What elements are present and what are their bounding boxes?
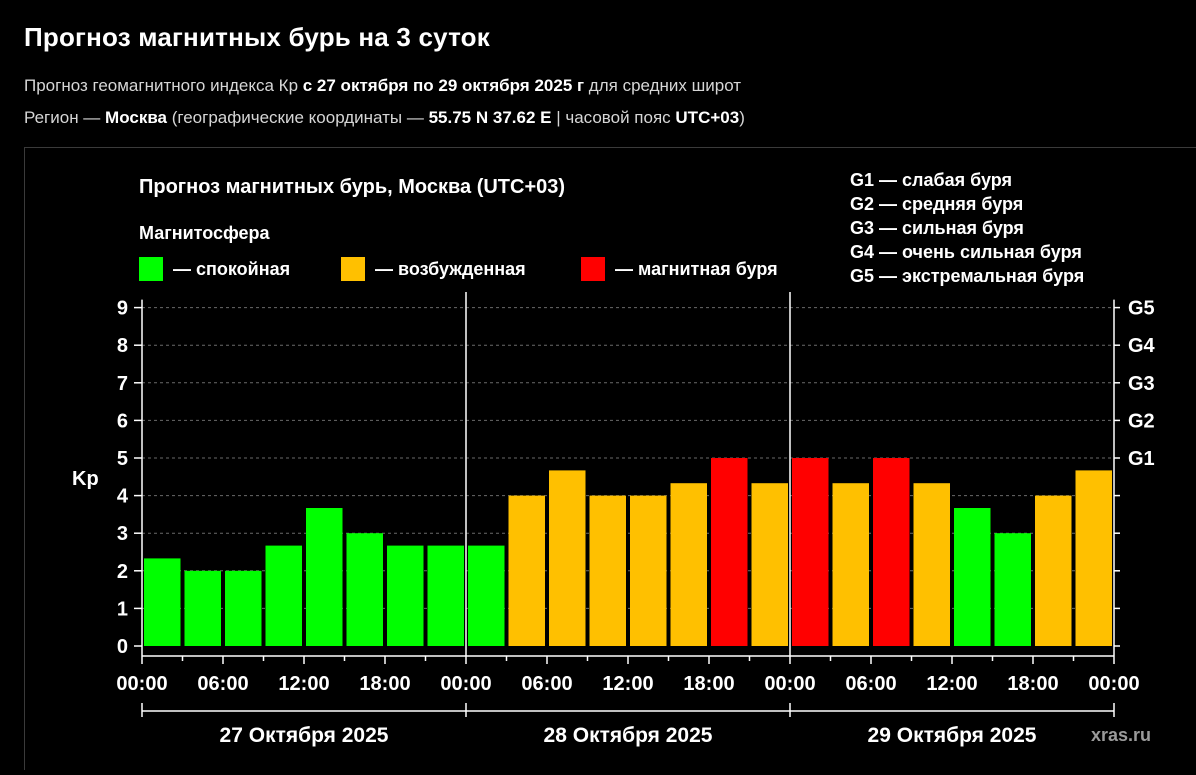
y-tick-label-9: 9 <box>117 298 128 320</box>
bar-4 <box>265 545 302 646</box>
day-label-2: 28 Октября 2025 <box>544 724 713 747</box>
bar-10 <box>508 495 545 646</box>
y-axis-label: Kp <box>72 468 99 490</box>
tz-prefix: | часовой пояс <box>551 108 676 127</box>
bar-22 <box>994 533 1031 646</box>
x-tick-label-12: 18:00 <box>1007 673 1058 695</box>
period-prefix: Прогноз геомагнитного индекса Кр <box>24 76 303 95</box>
x-tick-label-13: 00:00 <box>1088 673 1139 695</box>
g-tick-label-G3: G3 <box>1128 373 1155 395</box>
x-tick-label-10: 06:00 <box>845 673 896 695</box>
bar-20 <box>913 483 950 646</box>
x-tick-label-6: 06:00 <box>521 673 572 695</box>
bar-23 <box>1035 495 1072 646</box>
x-tick-label-3: 12:00 <box>278 673 329 695</box>
legend-label-3: — магнитная буря <box>615 259 778 279</box>
bar-7 <box>387 545 424 646</box>
bar-12 <box>589 495 626 646</box>
y-tick-label-6: 6 <box>117 410 128 432</box>
bar-13 <box>630 495 667 646</box>
region-coords: 55.75 N 37.62 E <box>428 108 552 127</box>
region-suffix: ) <box>739 108 745 127</box>
g-scale-legend: G1 — слабая буря G2 — средняя буря G3 — си… <box>850 170 1084 286</box>
g-tick-label-G2: G2 <box>1128 410 1155 432</box>
bar-8 <box>427 545 464 646</box>
legend-swatch-2 <box>341 257 365 281</box>
g-legend-item-3: G3 — сильная буря <box>850 218 1024 238</box>
day-label-1: 27 Октября 2025 <box>220 724 389 747</box>
kp-forecast-chart: Прогноз магнитных бурь, Москва (UTC+03) … <box>72 170 1156 747</box>
region-prefix: Регион — <box>24 108 106 127</box>
g-legend-item-1: G1 — слабая буря <box>850 170 1012 190</box>
period-dates: с 27 октября по 29 октября 2025 г <box>302 76 585 95</box>
day-label-3: 29 Октября 2025 <box>868 724 1037 747</box>
x-tick-label-8: 18:00 <box>683 673 734 695</box>
bar-18 <box>832 483 869 646</box>
y-tick-label-2: 2 <box>117 561 128 583</box>
bar-21 <box>954 508 991 646</box>
legend-swatch-1 <box>139 257 163 281</box>
legend-title: Магнитосфера <box>139 223 271 243</box>
bar-2 <box>184 570 221 646</box>
grid-lines <box>142 307 1114 609</box>
y-tick-label-3: 3 <box>117 523 128 545</box>
x-tick-label-5: 00:00 <box>440 673 491 695</box>
bar-6 <box>346 533 383 646</box>
bar-11 <box>549 470 586 646</box>
x-tick-label-1: 00:00 <box>116 673 167 695</box>
g-legend-item-2: G2 — средняя буря <box>850 194 1023 214</box>
y-tick-label-5: 5 <box>117 448 128 470</box>
page-title: Прогноз магнитных бурь на 3 суток <box>24 22 490 52</box>
bars <box>144 458 1112 646</box>
bar-3 <box>225 570 262 646</box>
x-tick-label-2: 06:00 <box>197 673 248 695</box>
bar-5 <box>306 508 343 646</box>
bar-9 <box>468 545 505 646</box>
chart-title: Прогноз магнитных бурь, Москва (UTC+03) <box>139 176 565 198</box>
day-separators <box>465 292 791 656</box>
chart-panel: Прогноз магнитных бурь, Москва (UTC+03) … <box>24 147 1196 770</box>
x-tick-label-9: 00:00 <box>764 673 815 695</box>
g-tick-label-G1: G1 <box>1128 448 1155 470</box>
forecast-period-line: Прогноз геомагнитного индекса Кр с 27 ок… <box>24 76 741 96</box>
watermark: xras.ru <box>1091 725 1151 745</box>
g-tick-label-G4: G4 <box>1128 335 1156 357</box>
x-tick-label-4: 18:00 <box>359 673 410 695</box>
x-tick-label-11: 12:00 <box>926 673 977 695</box>
period-suffix: для средних широт <box>584 76 742 95</box>
bar-15 <box>711 458 748 646</box>
bar-19 <box>873 458 910 646</box>
region-line: Регион — Москва (географические координа… <box>24 108 745 128</box>
g-legend-item-4: G4 — очень сильная буря <box>850 242 1082 262</box>
region-timezone: UTC+03 <box>675 108 740 127</box>
bar-24 <box>1075 470 1112 646</box>
legend-swatch-3 <box>581 257 605 281</box>
y-tick-label-7: 7 <box>117 373 128 395</box>
axes: 0 1 2 3 4 5 6 7 8 9 G1 G2 G3 G4 G5 00:00 06:00 12:00 18:00… <box>116 298 1155 747</box>
bar-1 <box>144 558 181 646</box>
bar-17 <box>792 458 829 646</box>
legend-label-1: — спокойная <box>173 259 290 279</box>
legend-label-2: — возбужденная <box>375 259 526 279</box>
x-tick-label-7: 12:00 <box>602 673 653 695</box>
bar-14 <box>670 483 707 646</box>
g-legend-item-5: G5 — экстремальная буря <box>850 266 1084 286</box>
legend: — спокойная — возбужденная — магнитная бур… <box>139 257 778 281</box>
region-city: Москва <box>105 108 168 127</box>
coords-prefix: (географические координаты — <box>167 108 429 127</box>
y-tick-label-8: 8 <box>117 335 128 357</box>
y-tick-label-4: 4 <box>117 486 129 508</box>
g-tick-label-G5: G5 <box>1128 298 1155 320</box>
bar-16 <box>751 483 788 646</box>
y-tick-label-1: 1 <box>117 598 128 620</box>
y-tick-label-0: 0 <box>117 636 128 658</box>
